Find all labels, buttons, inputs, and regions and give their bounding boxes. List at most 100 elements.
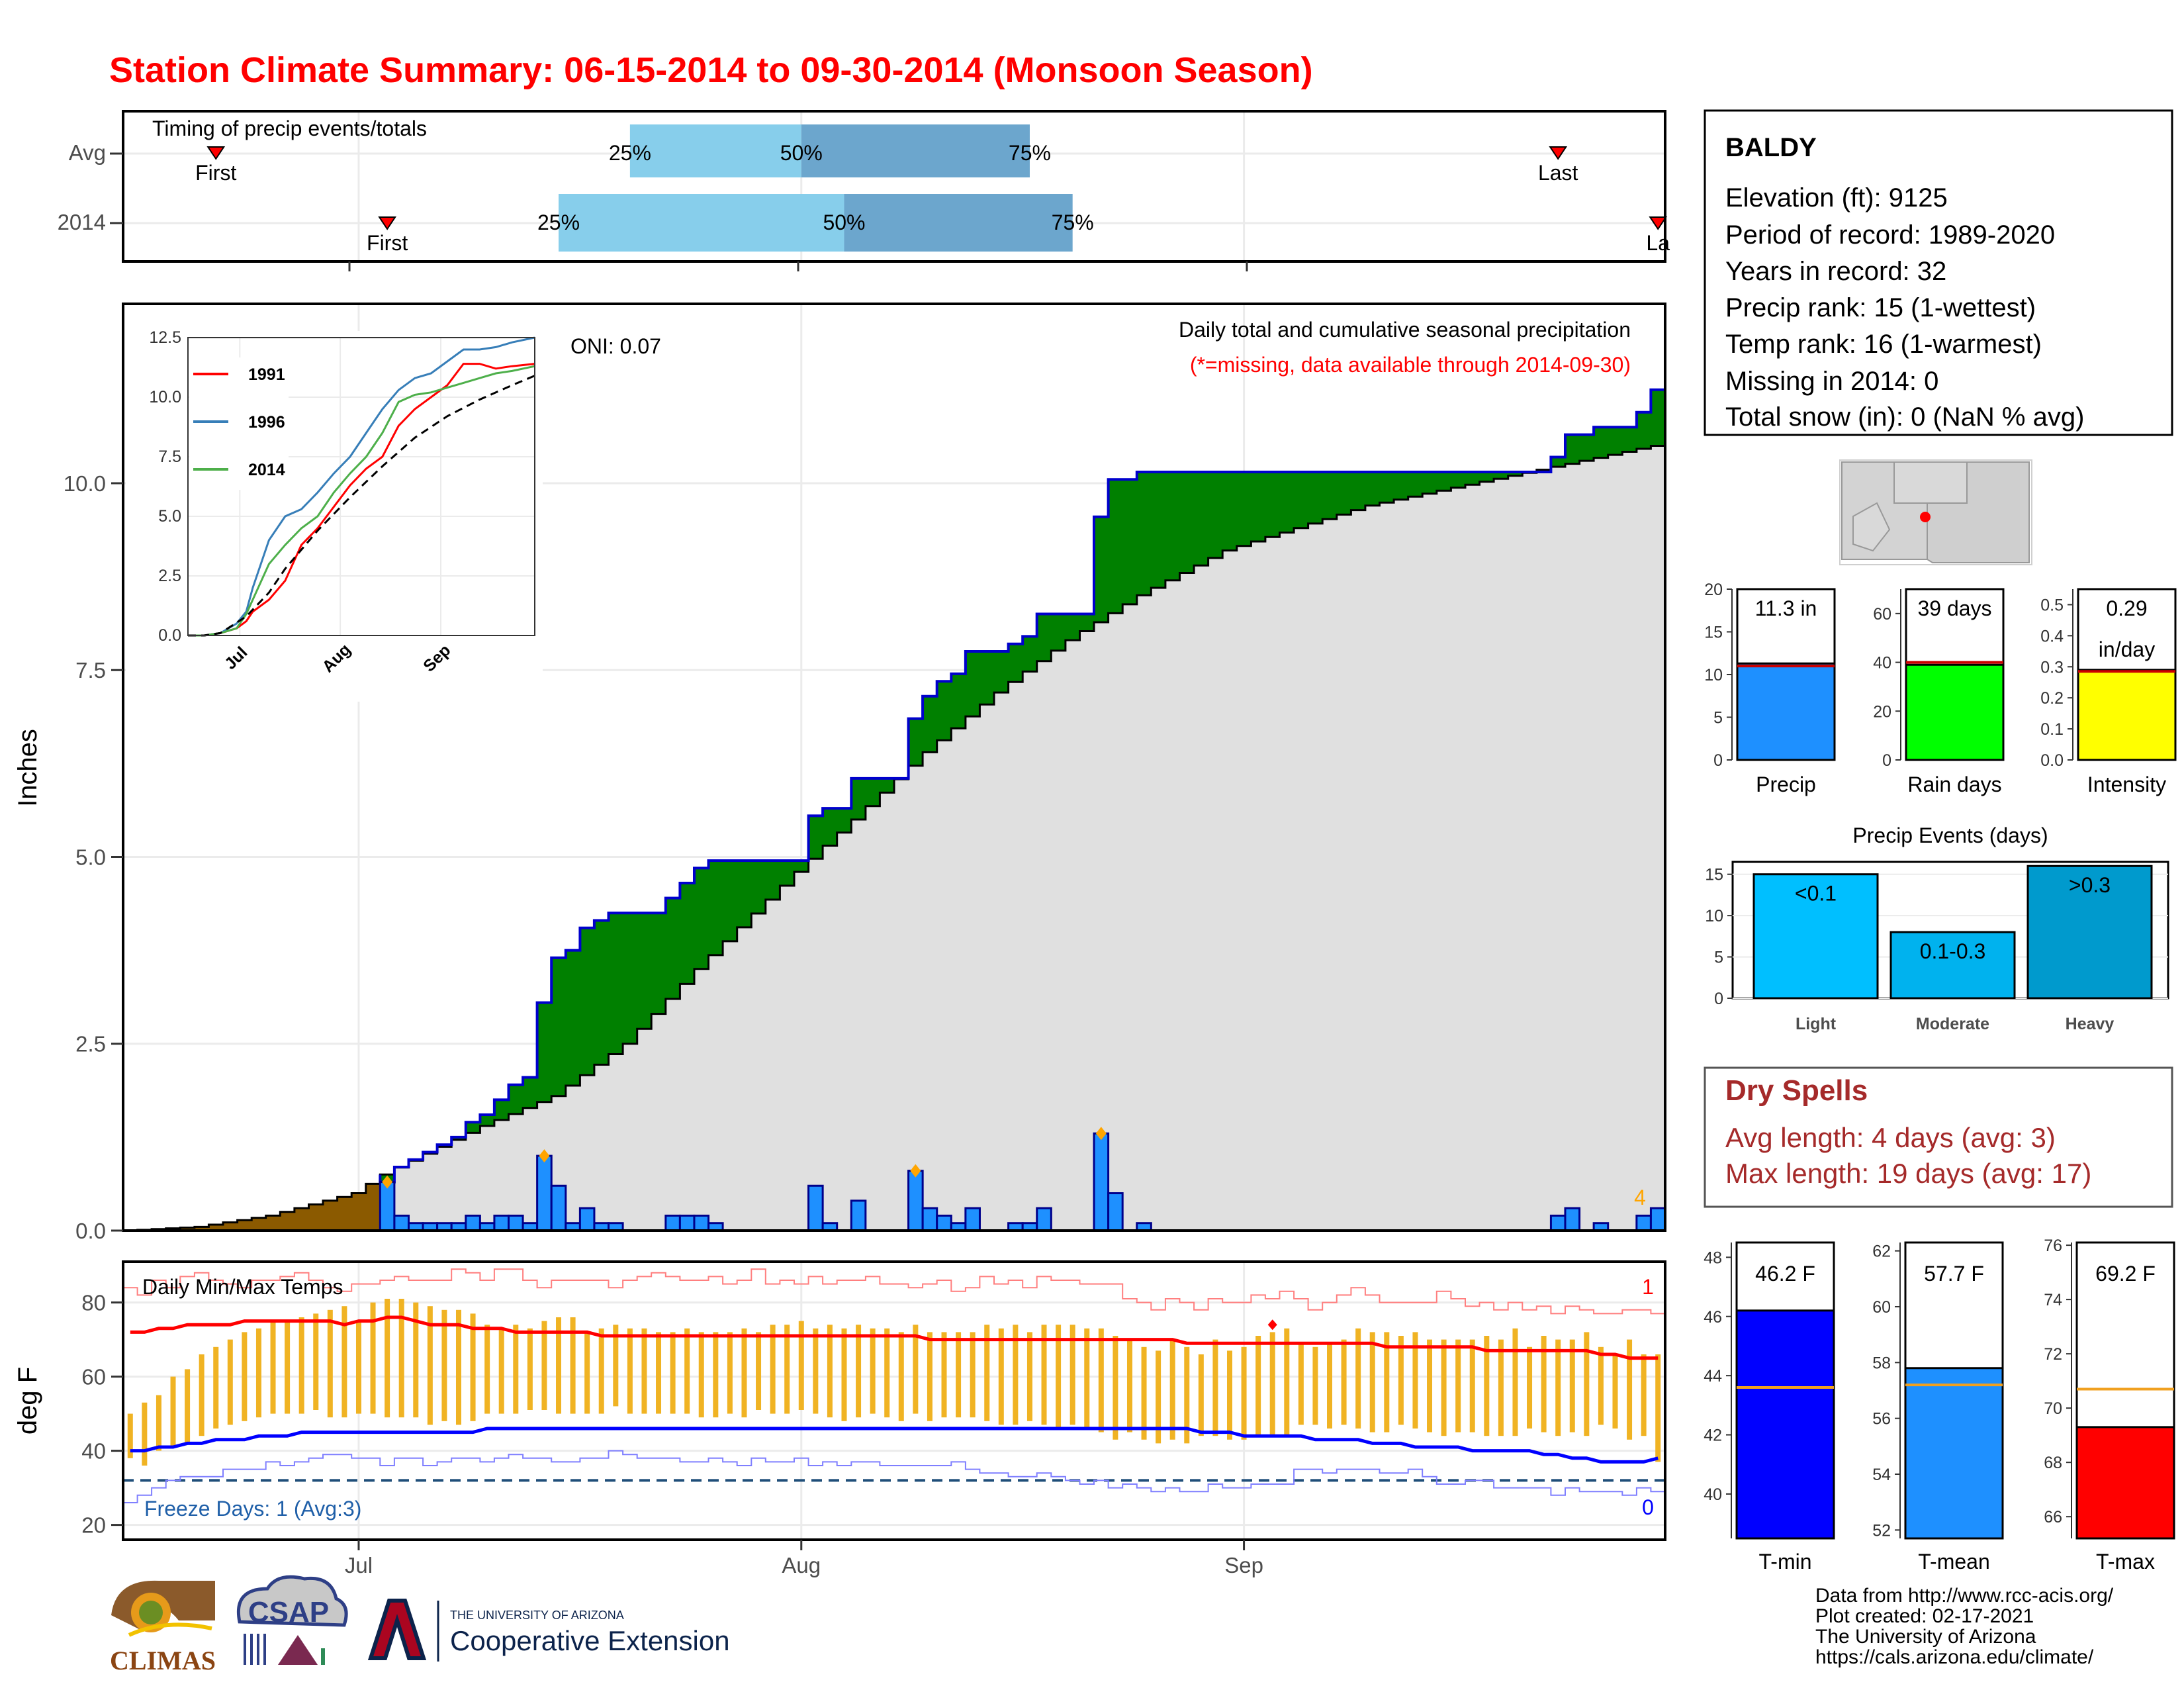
inset-ytick-label: 7.5 bbox=[158, 447, 181, 466]
daily-temp-range-bar bbox=[1584, 1332, 1590, 1436]
dry-spells-box: Dry Spells Avg length: 4 days (avg: 3) M… bbox=[1704, 1066, 2173, 1208]
daily-precip-bar bbox=[1107, 1192, 1124, 1232]
daily-temp-range-bar bbox=[1369, 1332, 1375, 1432]
temp-summary-tick-label: 44 bbox=[1704, 1367, 1722, 1385]
precip-panel: 0.0 2.5 5.0 7.5 10.0 Inches ONI: 0.07 Daily … bbox=[13, 303, 1666, 1243]
observed-surplus-area bbox=[380, 389, 1665, 1182]
summary-tick-label: 20 bbox=[1873, 702, 1891, 721]
temp-summary-tick-label: 48 bbox=[1704, 1248, 1722, 1267]
daily-temp-range-bar bbox=[1555, 1339, 1561, 1436]
summary-bar bbox=[1905, 663, 2005, 761]
daily-precip-bar bbox=[465, 1214, 481, 1232]
daily-temp-range-bar bbox=[913, 1325, 919, 1414]
events-category-label: Light bbox=[1796, 1015, 1837, 1033]
daily-temp-range-bar bbox=[1056, 1325, 1062, 1429]
daily-temp-range-bar bbox=[142, 1402, 148, 1466]
credit-line: Data from http://www.rcc-acis.org/ bbox=[1815, 1585, 2114, 1607]
temp-summary-tick-label: 60 bbox=[1872, 1298, 1891, 1317]
temp-summary-value-label: 46.2 F bbox=[1755, 1262, 1815, 1286]
daily-temp-range-bar bbox=[656, 1332, 662, 1414]
daily-temp-range-bar bbox=[470, 1313, 476, 1421]
daily-temp-range-bar bbox=[598, 1328, 604, 1414]
daily-temp-range-bar bbox=[242, 1332, 248, 1421]
climas-logo: CLIMAS bbox=[110, 1580, 216, 1675]
daily-temp-range-bar bbox=[1569, 1339, 1575, 1432]
timing-first-label: First bbox=[367, 231, 408, 255]
figure-title: Station Climate Summary: 06-15-2014 to 0… bbox=[109, 50, 1313, 90]
daily-temp-range-bar bbox=[370, 1302, 376, 1414]
daily-temp-range-bar bbox=[1041, 1325, 1047, 1425]
inset-series-line bbox=[188, 363, 535, 637]
events-bar bbox=[2026, 865, 2153, 1000]
daily-temp-range-bar bbox=[670, 1332, 676, 1414]
temp-summary-tick-label: 52 bbox=[1872, 1521, 1891, 1540]
daily-temp-range-bar bbox=[1141, 1346, 1147, 1440]
temp-summary-tick-label: 42 bbox=[1704, 1427, 1722, 1445]
daily-temp-range-bar bbox=[527, 1328, 533, 1410]
daily-temp-range-bar bbox=[1598, 1346, 1604, 1425]
timing-bar-q25-q50 bbox=[559, 194, 844, 252]
daily-temp-range-bar bbox=[584, 1332, 590, 1414]
daily-temp-range-bar bbox=[1641, 1354, 1647, 1436]
precip-ytick-label: 2.5 bbox=[75, 1032, 106, 1056]
station-line: Period of record: 1989-2020 bbox=[1725, 220, 2055, 250]
daily-temp-range-bar bbox=[1384, 1332, 1390, 1432]
temp-label: Daily Min/Max Temps bbox=[142, 1275, 343, 1299]
inset-ytick-label: 10.0 bbox=[149, 388, 181, 406]
daily-temp-range-bar bbox=[1126, 1339, 1132, 1432]
inset-ytick-label: 0.0 bbox=[158, 626, 181, 645]
daily-temp-range-bar bbox=[1069, 1325, 1075, 1425]
timing-last-marker bbox=[1549, 146, 1568, 160]
temp-summary-tick-label: 46 bbox=[1704, 1308, 1722, 1327]
dry-spells-title: Dry Spells bbox=[1725, 1074, 1868, 1107]
temp-summary-tick-label: 74 bbox=[2044, 1291, 2062, 1309]
daily-temp-range-bar bbox=[1084, 1328, 1090, 1429]
daily-temp-range-bar bbox=[285, 1321, 291, 1414]
temp-summary-tick-label: 56 bbox=[1872, 1410, 1891, 1429]
timing-q50-label: 50% bbox=[823, 211, 865, 234]
daily-temp-range-bar bbox=[1226, 1350, 1232, 1440]
daily-temp-range-bar bbox=[998, 1328, 1004, 1425]
daily-precip-bar bbox=[1549, 1214, 1567, 1232]
temp-summary-value-label: 69.2 F bbox=[2095, 1262, 2156, 1286]
ua-big-text: Cooperative Extension bbox=[450, 1625, 730, 1656]
daily-temp-range-bar bbox=[1398, 1336, 1404, 1425]
timing-first-marker bbox=[378, 216, 396, 230]
inset-legend-box bbox=[189, 357, 289, 490]
daily-temp-range-bar bbox=[1284, 1328, 1290, 1436]
daily-precip-bar bbox=[1635, 1214, 1652, 1232]
csap-wordmark: CSAP bbox=[248, 1596, 329, 1628]
corner-count: 4 bbox=[1634, 1186, 1646, 1209]
summary-tick-label: 0.0 bbox=[2040, 751, 2064, 770]
station-line: Missing in 2014: 0 bbox=[1725, 367, 1938, 396]
timing-bar-q50-q75 bbox=[801, 124, 1030, 177]
daily-temp-range-bar bbox=[227, 1339, 233, 1425]
temp-panel: 20 40 60 80 deg F Daily Min/Max Temps Freez… bbox=[13, 1260, 1666, 1577]
daily-temp-range-bar bbox=[1255, 1336, 1261, 1436]
summary-tick-label: 0.3 bbox=[2040, 658, 2064, 677]
summary-value-label: in/day bbox=[2099, 637, 2155, 661]
daily-precip-bar bbox=[807, 1184, 824, 1232]
timing-last-label: Last bbox=[1538, 161, 1578, 185]
summary-category-label: Rain days bbox=[1907, 773, 2001, 796]
timing-bar-q50-q75 bbox=[844, 194, 1073, 252]
daily-temp-range-bar bbox=[941, 1332, 947, 1418]
daily-temp-range-bar bbox=[684, 1328, 690, 1414]
daily-temp-range-bar bbox=[1427, 1339, 1433, 1432]
precip-ytick-label: 0.0 bbox=[75, 1219, 106, 1243]
daily-temp-range-bar bbox=[355, 1321, 361, 1414]
daily-temp-range-bar bbox=[398, 1299, 404, 1418]
oni-label: ONI: 0.07 bbox=[570, 334, 661, 358]
daily-temp-range-bar bbox=[641, 1328, 647, 1414]
daily-temp-range-bar bbox=[898, 1332, 904, 1421]
daily-temp-range-bar bbox=[341, 1306, 347, 1418]
daily-temp-range-bar bbox=[813, 1328, 819, 1414]
temp-summary-category-label: T-min bbox=[1759, 1550, 1812, 1573]
events-bar-label: >0.3 bbox=[2069, 873, 2111, 897]
daily-temp-range-bar bbox=[1212, 1339, 1218, 1436]
daily-temp-range-bar bbox=[313, 1313, 319, 1410]
summary-tick-label: 0 bbox=[1713, 751, 1723, 770]
missing-note: (*=missing, data available through 2014-… bbox=[1190, 353, 1631, 377]
daily-temp-range-bar bbox=[1512, 1328, 1518, 1436]
